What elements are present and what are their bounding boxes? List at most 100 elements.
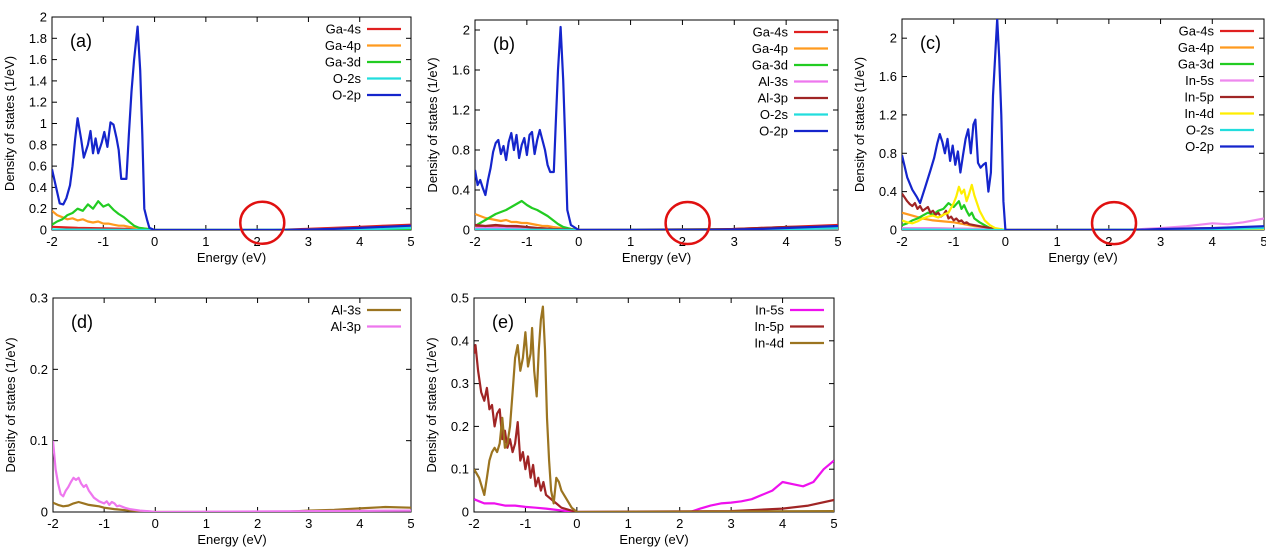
y-tick-label: 0.4: [29, 180, 47, 195]
x-tick-label: 1: [1054, 234, 1061, 249]
x-tick-label: 2: [254, 234, 261, 249]
legend-label: In-5s: [755, 303, 784, 318]
x-axis-label: Energy (eV): [197, 250, 266, 265]
y-tick-label: 2: [40, 10, 47, 25]
x-axis-label: Energy (eV): [619, 532, 688, 547]
legend-label: Ga-4s: [326, 22, 362, 37]
panel-label: (a): [70, 31, 92, 51]
panel-label: (d): [71, 312, 93, 332]
y-tick-label: 1.4: [29, 73, 47, 88]
chart-panel-d: -2 -1 0 1 2 3 4 5 0 0.1 0.2 0.3 Energy (eV) Density o…: [3, 291, 415, 548]
series-group: [475, 25, 838, 230]
y-tick-label: 1.8: [29, 31, 47, 46]
x-tick-label: 5: [834, 234, 841, 249]
x-tick-label: 4: [356, 516, 363, 531]
x-tick-label: -2: [46, 234, 58, 249]
series-line-al-3p: [53, 440, 411, 512]
y-tick-label: 0: [462, 505, 469, 520]
legend-label: Al-3p: [758, 91, 788, 106]
highlight-circle: [1090, 200, 1138, 246]
y-tick-label: 0.4: [879, 184, 897, 199]
y-axis-label: Density of states (1/eV): [2, 56, 17, 191]
legend-label: In-4d: [1184, 106, 1214, 121]
x-tick-label: -1: [520, 516, 532, 531]
chart-panel-a: -2 -1 0 1 2 3 4 500.20.40.60.811.21.41.61.82Ene…: [2, 10, 415, 266]
panel-label: (c): [920, 33, 941, 53]
y-tick-label: 0: [40, 223, 47, 238]
series-line-in-5p: [474, 344, 834, 512]
x-tick-label: 5: [407, 234, 414, 249]
legend-label: O-2p: [759, 124, 788, 139]
x-tick-label: 5: [830, 516, 837, 531]
x-tick-label: -1: [521, 234, 533, 249]
series-group: [902, 19, 1264, 230]
series-line-ga-3d: [902, 200, 1264, 230]
y-tick-label: 1.6: [29, 52, 47, 67]
legend-label: Ga-4p: [325, 38, 361, 53]
y-axis-label: Density of states (1/eV): [3, 337, 18, 472]
x-tick-label: 5: [407, 516, 414, 531]
x-tick-label: 1: [203, 516, 210, 531]
x-tick-label: 0: [1002, 234, 1009, 249]
y-tick-label: 2: [890, 31, 897, 46]
legend-label: Ga-3d: [752, 58, 788, 73]
legend-label: In-5p: [754, 319, 784, 334]
x-axis-label: Energy (eV): [1048, 250, 1117, 265]
x-tick-label: -2: [47, 516, 59, 531]
legend-label: Al-3s: [331, 303, 361, 318]
chart-panel-e: -2 -1 0 1 2 3 4 5 0 0.1 0.2 0.3 0.4 0.5 Energy (eV) Den…: [424, 291, 838, 548]
x-tick-label: 0: [151, 234, 158, 249]
x-tick-label: -2: [469, 234, 481, 249]
y-axis-label: Density of states (1/eV): [425, 57, 440, 192]
series-line-ga-3d: [52, 200, 411, 230]
legend-label: In-5p: [1184, 90, 1214, 105]
series-line-ga-3d: [475, 199, 838, 230]
x-tick-label: 4: [783, 234, 790, 249]
x-tick-label: 3: [728, 516, 735, 531]
x-tick-label: 1: [627, 234, 634, 249]
x-tick-label: 1: [202, 234, 209, 249]
legend-label: O-2s: [333, 71, 362, 86]
legend-label: Ga-4s: [1179, 24, 1215, 39]
series-line-in-4d: [474, 305, 834, 512]
legend-label: Ga-4p: [1178, 40, 1214, 55]
series-line-in-5p: [902, 192, 1264, 230]
y-tick-label: 1.6: [452, 63, 470, 78]
series-line-o-2p: [475, 25, 838, 230]
y-tick-label: 1: [40, 116, 47, 131]
x-tick-label: 5: [1260, 234, 1266, 249]
series-group: [53, 440, 411, 512]
x-tick-label: 2: [254, 516, 261, 531]
x-tick-label: 0: [575, 234, 582, 249]
x-tick-label: -1: [98, 516, 110, 531]
y-tick-label: 0.5: [451, 291, 469, 306]
y-tick-label: 0.3: [451, 376, 469, 391]
x-tick-label: -1: [98, 234, 110, 249]
legend-label: Ga-4s: [753, 25, 789, 40]
y-tick-label: 0.3: [30, 291, 48, 306]
y-tick-label: 0.8: [452, 143, 470, 158]
y-tick-label: 1.6: [879, 69, 897, 84]
y-tick-label: 0.1: [30, 433, 48, 448]
y-tick-label: 0.2: [451, 419, 469, 434]
legend-label: O-2p: [1185, 139, 1214, 154]
y-axis-label: Density of states (1/eV): [852, 57, 867, 192]
y-tick-label: 0: [41, 505, 48, 520]
y-tick-label: 0.8: [29, 137, 47, 152]
y-tick-label: 1.2: [452, 103, 470, 118]
series-group: [474, 305, 834, 512]
x-tick-label: 3: [1157, 234, 1164, 249]
y-tick-label: 0: [890, 223, 897, 238]
y-tick-label: 1.2: [29, 95, 47, 110]
y-tick-label: 0.2: [30, 362, 48, 377]
legend-label: O-2s: [760, 107, 789, 122]
legend-label: In-4d: [754, 336, 784, 351]
x-tick-label: 0: [573, 516, 580, 531]
legend-label: Al-3p: [331, 319, 361, 334]
y-tick-label: 0.2: [29, 201, 47, 216]
panel-label: (b): [493, 34, 515, 54]
series-group: [52, 25, 411, 230]
